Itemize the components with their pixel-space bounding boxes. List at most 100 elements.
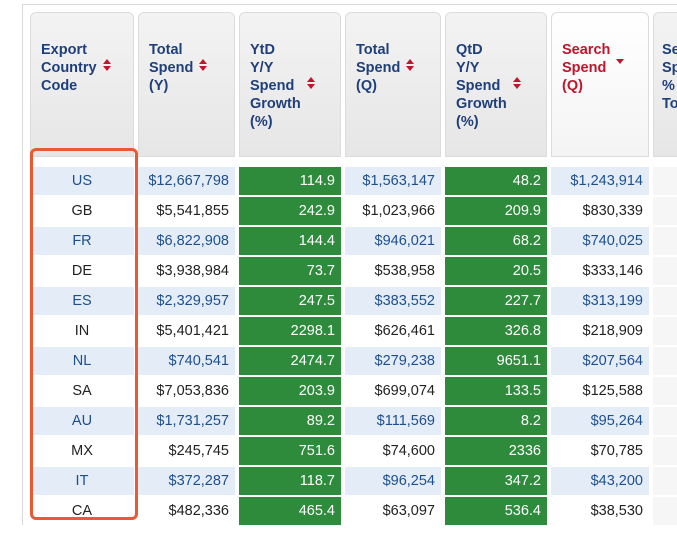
search-spend-q-cell: $125,588	[551, 377, 649, 405]
total-spend-q-cell: $63,097	[345, 497, 441, 525]
sort-both-icon	[406, 59, 415, 71]
qtd-growth-cell: 133.5	[445, 377, 547, 405]
search-spend-q-cell: $95,264	[551, 407, 649, 435]
country-code-cell[interactable]: MX	[30, 437, 134, 465]
total-spend-y-cell: $372,287	[138, 467, 235, 495]
ytd-growth-cell: 242.9	[239, 197, 341, 225]
search-spend-q-cell: $313,199	[551, 287, 649, 315]
search-spend-q-cell: $830,339	[551, 197, 649, 225]
ytd-growth-cell: 118.7	[239, 467, 341, 495]
search-spend-pct-cell	[653, 167, 677, 195]
ytd-growth-cell: 751.6	[239, 437, 341, 465]
total-spend-q-cell: $699,074	[345, 377, 441, 405]
country-code-cell[interactable]: AU	[30, 407, 134, 435]
country-code-cell[interactable]: ES	[30, 287, 134, 315]
qtd-growth-cell: 209.9	[445, 197, 547, 225]
total-spend-q-cell: $538,958	[345, 257, 441, 285]
search-spend-q-cell: $207,564	[551, 347, 649, 375]
search-spend-pct-cell	[653, 197, 677, 225]
sort-both-icon	[199, 59, 208, 71]
sort-both-icon	[512, 77, 521, 89]
header-label: Sea Spe % o Tota	[662, 42, 677, 112]
total-spend-y-cell: $245,745	[138, 437, 235, 465]
search-spend-q-cell: $1,243,914	[551, 167, 649, 195]
qtd-growth-cell: 9651.1	[445, 347, 547, 375]
spend-table: Export Country Code Total Spend (Y) YtD …	[30, 12, 677, 527]
header-label: Total Spend (Q)	[356, 42, 401, 94]
ytd-growth-cell: 203.9	[239, 377, 341, 405]
total-spend-y-cell: $1,731,257	[138, 407, 235, 435]
search-spend-pct-cell	[653, 317, 677, 345]
qtd-growth-cell: 536.4	[445, 497, 547, 525]
sort-both-icon	[306, 77, 315, 89]
country-code-cell[interactable]: US	[30, 167, 134, 195]
header-label: QtD Y/Y Spend Growth (%)	[456, 42, 507, 130]
total-spend-q-cell: $1,563,147	[345, 167, 441, 195]
search-spend-q-cell: $740,025	[551, 227, 649, 255]
total-spend-y-cell: $5,401,421	[138, 317, 235, 345]
total-spend-q-cell: $946,021	[345, 227, 441, 255]
header-label: Total Spend (Y)	[149, 42, 194, 94]
header-ytd-growth[interactable]: YtD Y/Y Spend Growth (%)	[239, 12, 341, 157]
qtd-growth-cell: 8.2	[445, 407, 547, 435]
qtd-growth-cell: 347.2	[445, 467, 547, 495]
country-code-cell[interactable]: NL	[30, 347, 134, 375]
total-spend-y-cell: $12,667,798	[138, 167, 235, 195]
header-label: YtD Y/Y Spend Growth (%)	[250, 42, 301, 130]
total-spend-q-cell: $74,600	[345, 437, 441, 465]
total-spend-y-cell: $5,541,855	[138, 197, 235, 225]
country-code-cell[interactable]: GB	[30, 197, 134, 225]
total-spend-y-cell: $482,336	[138, 497, 235, 525]
ytd-growth-cell: 73.7	[239, 257, 341, 285]
search-spend-pct-cell	[653, 467, 677, 495]
header-total-spend-y[interactable]: Total Spend (Y)	[138, 12, 235, 157]
search-spend-q-cell: $333,146	[551, 257, 649, 285]
qtd-growth-cell: 48.2	[445, 167, 547, 195]
sort-both-icon	[102, 59, 111, 71]
search-spend-pct-cell	[653, 347, 677, 375]
total-spend-q-cell: $1,023,966	[345, 197, 441, 225]
sort-desc-icon	[616, 59, 625, 64]
ytd-growth-cell: 2298.1	[239, 317, 341, 345]
ytd-growth-cell: 114.9	[239, 167, 341, 195]
search-spend-pct-cell	[653, 437, 677, 465]
qtd-growth-cell: 227.7	[445, 287, 547, 315]
ytd-growth-cell: 89.2	[239, 407, 341, 435]
header-total-spend-q[interactable]: Total Spend (Q)	[345, 12, 441, 157]
qtd-growth-cell: 326.8	[445, 317, 547, 345]
country-code-cell[interactable]: CA	[30, 497, 134, 525]
header-label: Export Country Code	[41, 42, 97, 94]
total-spend-q-cell: $96,254	[345, 467, 441, 495]
header-qtd-growth[interactable]: QtD Y/Y Spend Growth (%)	[445, 12, 547, 157]
qtd-growth-cell: 68.2	[445, 227, 547, 255]
search-spend-pct-cell	[653, 497, 677, 525]
ytd-growth-cell: 2474.7	[239, 347, 341, 375]
search-spend-q-cell: $43,200	[551, 467, 649, 495]
country-code-cell[interactable]: IT	[30, 467, 134, 495]
total-spend-y-cell: $7,053,836	[138, 377, 235, 405]
search-spend-pct-cell	[653, 377, 677, 405]
total-spend-q-cell: $279,238	[345, 347, 441, 375]
header-label: Search Spend (Q)	[562, 42, 611, 94]
search-spend-pct-cell	[653, 407, 677, 435]
search-spend-q-cell: $70,785	[551, 437, 649, 465]
country-code-cell[interactable]: DE	[30, 257, 134, 285]
search-spend-pct-cell	[653, 287, 677, 315]
ytd-growth-cell: 144.4	[239, 227, 341, 255]
country-code-cell[interactable]: FR	[30, 227, 134, 255]
total-spend-q-cell: $383,552	[345, 287, 441, 315]
header-search-spend-pct-total[interactable]: Sea Spe % o Tota	[653, 12, 677, 157]
header-export-country-code[interactable]: Export Country Code	[30, 12, 134, 157]
search-spend-q-cell: $38,530	[551, 497, 649, 525]
total-spend-q-cell: $111,569	[345, 407, 441, 435]
ytd-growth-cell: 465.4	[239, 497, 341, 525]
ytd-growth-cell: 247.5	[239, 287, 341, 315]
header-search-spend-q[interactable]: Search Spend (Q)	[551, 12, 649, 157]
total-spend-q-cell: $626,461	[345, 317, 441, 345]
country-code-cell[interactable]: IN	[30, 317, 134, 345]
qtd-growth-cell: 20.5	[445, 257, 547, 285]
search-spend-pct-cell	[653, 257, 677, 285]
country-code-cell[interactable]: SA	[30, 377, 134, 405]
total-spend-y-cell: $740,541	[138, 347, 235, 375]
total-spend-y-cell: $2,329,957	[138, 287, 235, 315]
